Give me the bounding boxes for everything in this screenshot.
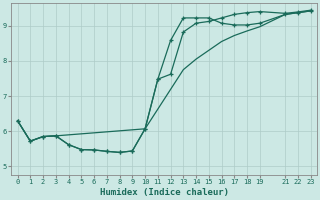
X-axis label: Humidex (Indice chaleur): Humidex (Indice chaleur) xyxy=(100,188,229,197)
